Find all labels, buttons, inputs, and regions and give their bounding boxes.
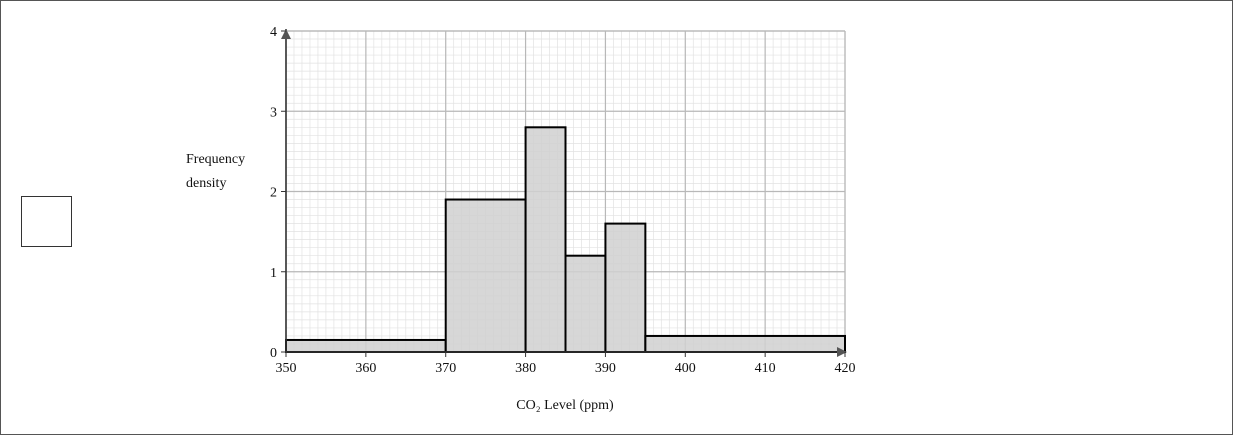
x-tick-label: 410: [755, 361, 776, 376]
x-tick-label: 380: [515, 361, 536, 376]
x-tick-label: 390: [595, 361, 616, 376]
x-tick-label: 350: [276, 361, 297, 376]
y-axis-label-line-2: density: [186, 176, 227, 191]
x-tick-label: 370: [435, 361, 456, 376]
y-axis-label-line-1: Frequency: [186, 152, 246, 167]
y-tick-label: 3: [270, 105, 277, 120]
y-tick-label: 1: [270, 266, 277, 281]
y-axis-label: Frequency density: [186, 148, 276, 196]
histogram-bar-5: [644, 334, 846, 354]
x-axis-arrow: [837, 347, 847, 357]
x-tick-label: 400: [675, 361, 696, 376]
y-tick-label: 0: [270, 346, 277, 361]
y-axis-arrow: [281, 29, 291, 39]
x-tick-label: 420: [835, 361, 856, 376]
histogram-bar-0: [285, 338, 447, 353]
y-tick-label: 4: [270, 25, 277, 40]
histogram-bar-4: [604, 222, 647, 353]
y-tick-label: 2: [270, 186, 277, 201]
x-axis-label: CO₂ Level (ppm): [516, 398, 614, 413]
histogram-bar-3: [564, 254, 607, 353]
answer-input-box[interactable]: [21, 196, 72, 247]
histogram-bar-1: [444, 198, 527, 353]
histogram-bar-2: [524, 126, 567, 353]
x-tick-label: 360: [355, 361, 376, 376]
